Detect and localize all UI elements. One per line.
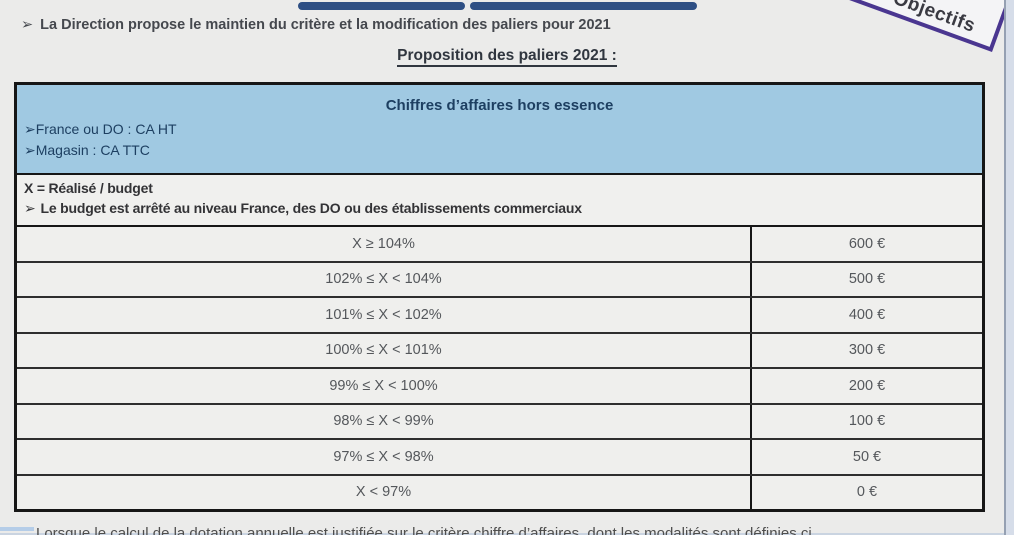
tier-range-cell: 102% ≤ X < 104%	[325, 271, 442, 288]
tier-row: X < 97% 0 €	[17, 473, 982, 509]
bottom-divider-line	[0, 533, 1004, 535]
top-accent-bar-left	[298, 2, 465, 10]
paliers-table: Chiffres d’affaires hors essence ➢France…	[14, 82, 985, 512]
tier-amount-cell: 200 €	[750, 369, 982, 403]
bottom-cutoff-text: Lorsque le calcul de la dotation annuell…	[36, 525, 812, 535]
section-title: Proposition des paliers 2021 :	[0, 47, 1014, 67]
tier-row: 99% ≤ X < 100% 200 €	[17, 367, 982, 403]
definition-row: X = Réalisé / budget ➢ Le budget est arrê…	[17, 175, 982, 227]
tier-amount-cell: 0 €	[750, 475, 982, 509]
tier-amount-cell: 400 €	[750, 298, 982, 332]
bottom-blue-mark	[0, 527, 34, 531]
tier-amount-cell: 500 €	[750, 262, 982, 296]
tier-amount-cell: 50 €	[750, 440, 982, 474]
arrow-bullet-icon: ➢	[24, 121, 36, 137]
tier-amount-cell: 100 €	[750, 404, 982, 438]
header-bullet-line: ➢Magasin : CA TTC	[24, 140, 982, 161]
tier-range-cell: 101% ≤ X < 102%	[325, 306, 442, 323]
tier-range-cell: X ≥ 104%	[352, 235, 415, 252]
tier-row: X ≥ 104% 600 €	[17, 227, 982, 261]
arrow-bullet-icon: ➢	[21, 17, 34, 33]
tier-range-cell: 99% ≤ X < 100%	[329, 377, 438, 394]
arrow-bullet-icon: ➢	[24, 142, 36, 158]
page-edge-strip	[1004, 0, 1014, 535]
definition-line2-text: Le budget est arrêté au niveau France, d…	[40, 200, 582, 216]
tier-range-cell: X < 97%	[355, 484, 412, 501]
header-bullet-line: ➢France ou DO : CA HT	[24, 119, 982, 140]
tier-row: 97% ≤ X < 98% 50 €	[17, 438, 982, 474]
tier-row: 98% ≤ X < 99% 100 €	[17, 402, 982, 438]
tier-range-cell: 97% ≤ X < 98%	[333, 448, 434, 465]
definition-line1: X = Réalisé / budget	[24, 180, 153, 196]
header-bullet-text: Magasin : CA TTC	[35, 142, 150, 158]
table-header-bullets: ➢France ou DO : CA HT ➢Magasin : CA TTC	[17, 119, 982, 161]
intro-bullet-text: La Direction propose le maintien du crit…	[40, 17, 611, 33]
tier-range-cell: 98% ≤ X < 99%	[333, 413, 434, 430]
tier-row: 101% ≤ X < 102% 400 €	[17, 296, 982, 332]
top-accent-bar-right	[470, 2, 697, 10]
tier-row: 102% ≤ X < 104% 500 €	[17, 260, 982, 296]
tier-range-cell: 100% ≤ X < 101%	[325, 342, 442, 359]
table-header: Chiffres d’affaires hors essence ➢France…	[17, 85, 982, 175]
tier-row: 100% ≤ X < 101% 300 €	[17, 331, 982, 367]
section-title-text: Proposition des paliers 2021 :	[397, 47, 617, 67]
header-bullet-text: France ou DO : CA HT	[35, 121, 177, 137]
arrow-bullet-icon: ➢	[24, 200, 36, 216]
tier-amount-cell: 300 €	[750, 333, 982, 367]
intro-bullet: ➢ La Direction propose le maintien du cri…	[21, 17, 981, 33]
table-header-title: Chiffres d’affaires hors essence	[385, 97, 614, 114]
definition-line2: ➢ Le budget est arrêté au niveau France, …	[24, 198, 982, 218]
tier-amount-cell: 600 €	[750, 227, 982, 261]
tier-rows: X ≥ 104% 600 € 102% ≤ X < 104% 500 € 101…	[17, 227, 982, 509]
